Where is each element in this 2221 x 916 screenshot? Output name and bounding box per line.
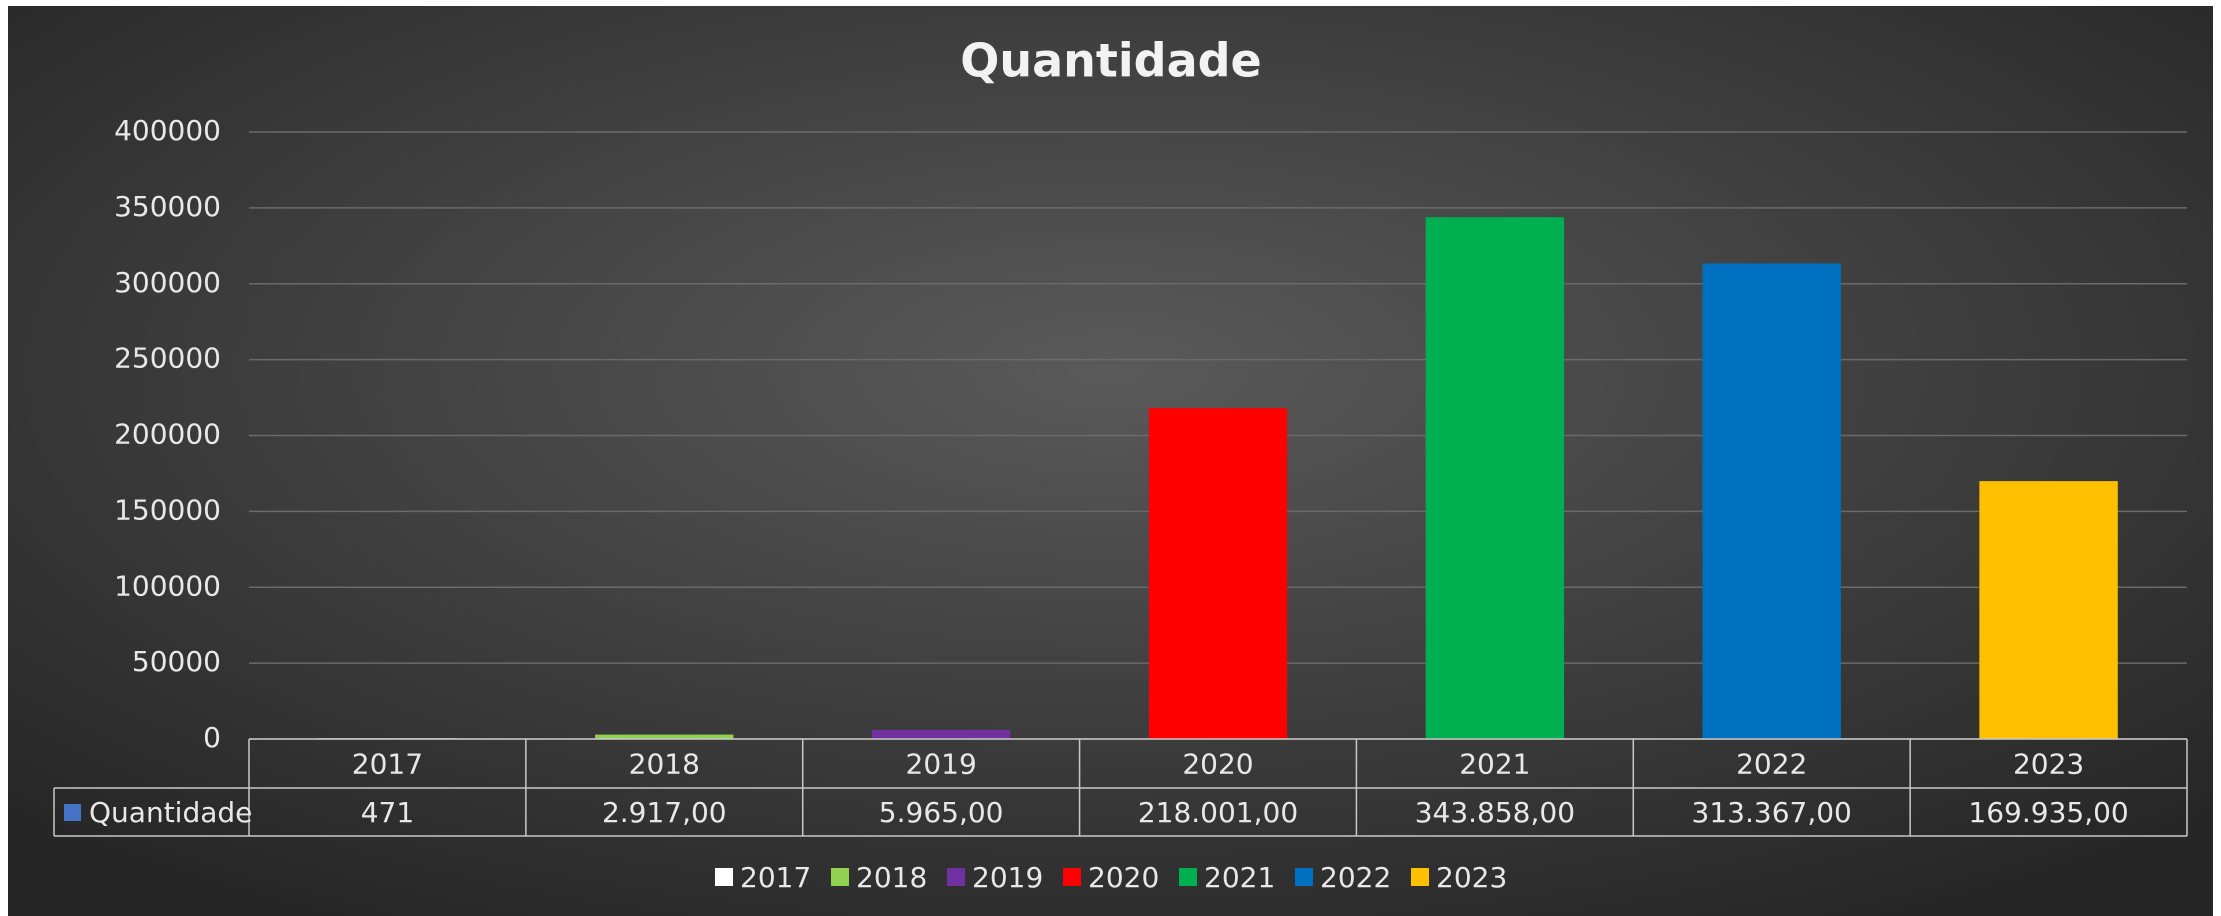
- legend-key: [1295, 868, 1313, 886]
- table-value: 471: [361, 796, 414, 829]
- table-value: 5.965,00: [879, 796, 1004, 829]
- y-tick-label: 400000: [114, 114, 221, 147]
- y-tick-label: 300000: [114, 266, 221, 299]
- series-name: Quantidade: [89, 796, 252, 829]
- chart-title: Quantidade: [960, 34, 1262, 88]
- table-value: 343.858,00: [1415, 796, 1575, 829]
- table-value: 313.367,00: [1692, 796, 1852, 829]
- y-tick-label: 0: [203, 721, 221, 754]
- table-value: 2.917,00: [602, 796, 727, 829]
- table-value: 218.001,00: [1138, 796, 1298, 829]
- bar: [595, 734, 734, 739]
- legend-label: 2022: [1320, 861, 1391, 894]
- x-tick-label: 2021: [1459, 748, 1530, 781]
- legend-label: 2021: [1204, 861, 1275, 894]
- legend-label: 2020: [1088, 861, 1159, 894]
- series-key: [64, 804, 81, 821]
- legend-label: 2018: [856, 861, 927, 894]
- y-tick-label: 50000: [132, 645, 221, 678]
- bar: [1425, 217, 1565, 739]
- legend-key: [1063, 868, 1081, 886]
- bar: [871, 729, 1011, 739]
- y-tick-label: 150000: [114, 493, 221, 526]
- bar: [1979, 481, 2118, 739]
- x-tick-label: 2018: [629, 748, 700, 781]
- y-tick-label: 100000: [114, 569, 221, 602]
- legend-key: [715, 868, 733, 886]
- y-tick-label: 350000: [114, 190, 221, 223]
- legend-key: [831, 868, 849, 886]
- legend-label: 2019: [972, 861, 1043, 894]
- legend-key: [1411, 868, 1429, 886]
- x-tick-label: 2023: [2013, 748, 2084, 781]
- bar: [1702, 263, 1841, 739]
- x-tick-label: 2017: [352, 748, 423, 781]
- table-value: 169.935,00: [1968, 796, 2128, 829]
- x-tick-label: 2019: [906, 748, 977, 781]
- bar: [1148, 408, 1288, 739]
- x-tick-label: 2020: [1182, 748, 1253, 781]
- legend-label: 2023: [1436, 861, 1507, 894]
- y-tick-label: 250000: [114, 342, 221, 375]
- legend-key: [1179, 868, 1197, 886]
- y-tick-label: 200000: [114, 418, 221, 451]
- legend-label: 2017: [740, 861, 811, 894]
- chart-background: [8, 6, 2213, 916]
- x-tick-label: 2022: [1736, 748, 1807, 781]
- legend-key: [947, 868, 965, 886]
